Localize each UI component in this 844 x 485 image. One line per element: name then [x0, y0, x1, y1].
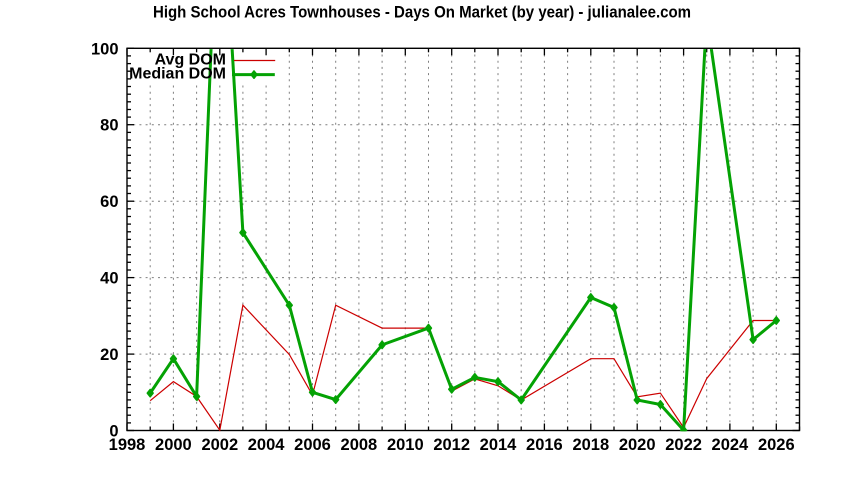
svg-text:2014: 2014: [480, 436, 518, 454]
svg-text:2016: 2016: [526, 436, 563, 454]
svg-text:2012: 2012: [433, 436, 470, 454]
svg-text:80: 80: [100, 117, 118, 135]
svg-text:2006: 2006: [294, 436, 331, 454]
svg-text:2018: 2018: [572, 436, 609, 454]
svg-text:Median DOM: Median DOM: [129, 66, 226, 83]
svg-text:High School Acres Townhouses -: High School Acres Townhouses - Days On M…: [153, 4, 691, 22]
svg-text:20: 20: [100, 346, 118, 364]
svg-text:2002: 2002: [201, 436, 238, 454]
svg-text:1998: 1998: [109, 436, 146, 454]
svg-text:60: 60: [100, 193, 118, 211]
svg-text:2000: 2000: [155, 436, 192, 454]
svg-text:Avg DOM: Avg DOM: [155, 52, 226, 69]
svg-text:2022: 2022: [665, 436, 702, 454]
svg-text:2010: 2010: [387, 436, 424, 454]
svg-text:2008: 2008: [341, 436, 378, 454]
svg-text:2020: 2020: [619, 436, 656, 454]
svg-text:100: 100: [91, 40, 119, 58]
svg-text:2024: 2024: [712, 436, 750, 454]
svg-text:0: 0: [109, 423, 118, 441]
svg-text:40: 40: [100, 270, 118, 288]
svg-text:2004: 2004: [248, 436, 286, 454]
svg-text:2026: 2026: [758, 436, 795, 454]
